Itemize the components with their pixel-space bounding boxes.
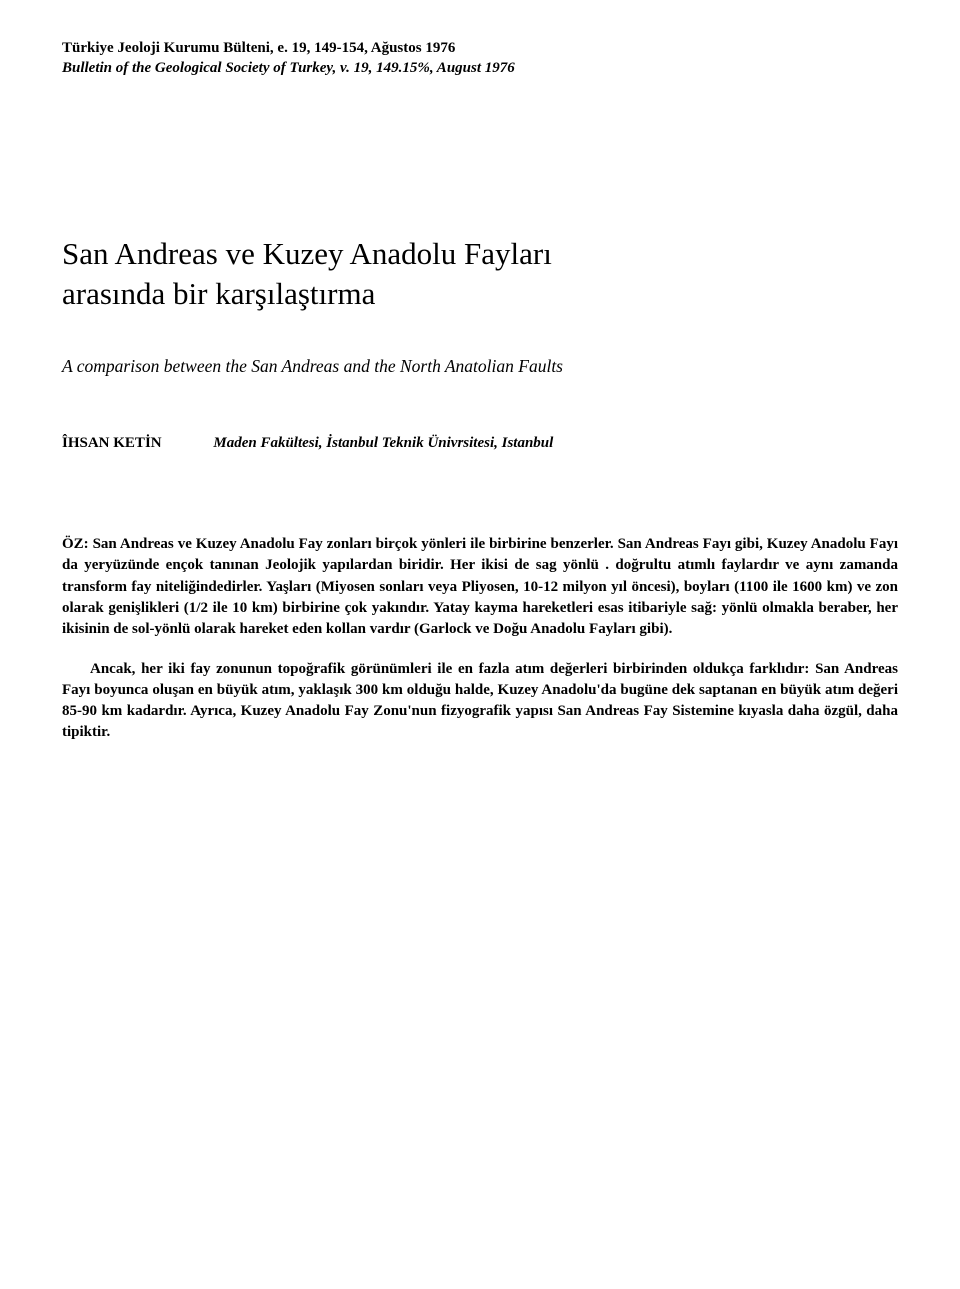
- article-title-line-2: arasında bir karşılaştırma: [62, 274, 898, 314]
- journal-header: Türkiye Jeoloji Kurumu Bülteni, e. 19, 1…: [62, 38, 898, 79]
- abstract-paragraph-2: Ancak, her iki fay zonunun topoğrafik gö…: [62, 659, 898, 744]
- journal-header-line-2: Bulletin of the Geological Society of Tu…: [62, 58, 898, 78]
- article-title-line-1: San Andreas ve Kuzey Anadolu Fayları: [62, 234, 898, 274]
- title-block: San Andreas ve Kuzey Anadolu Fayları ara…: [62, 234, 898, 315]
- article-subtitle: A comparison between the San Andreas and…: [62, 356, 898, 377]
- author-affiliation: Maden Fakültesi, İstanbul Teknik Ünivrsi…: [213, 435, 553, 451]
- author-line: ÎHSAN KETİN Maden Fakültesi, İstanbul Te…: [62, 435, 898, 452]
- abstract-block: ÖZ: San Andreas ve Kuzey Anadolu Fay zon…: [62, 534, 898, 744]
- abstract-paragraph-1: ÖZ: San Andreas ve Kuzey Anadolu Fay zon…: [62, 534, 898, 640]
- journal-header-line-1: Türkiye Jeoloji Kurumu Bülteni, e. 19, 1…: [62, 38, 898, 58]
- author-name: ÎHSAN KETİN: [62, 435, 162, 452]
